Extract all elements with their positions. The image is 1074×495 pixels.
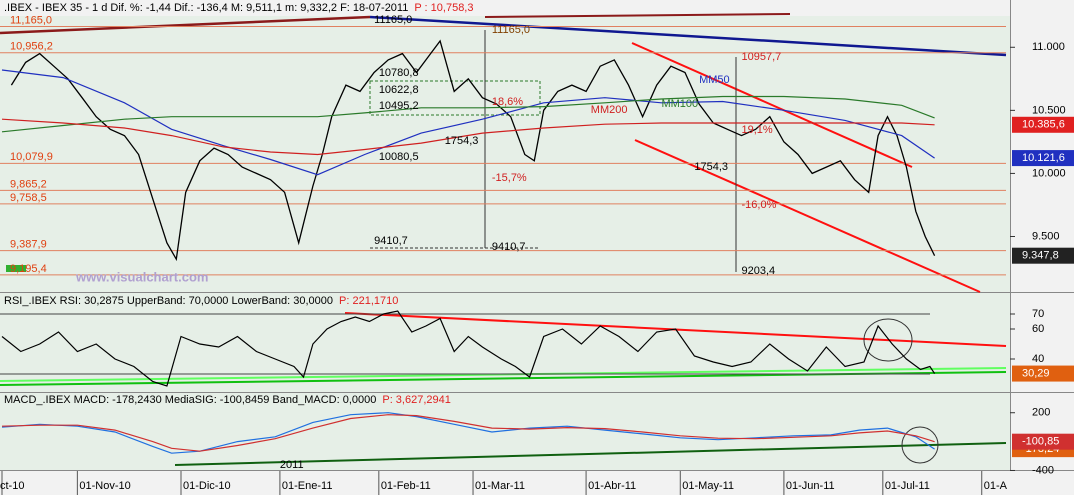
value-box	[1012, 365, 1074, 382]
annotation: 11165,0	[374, 14, 412, 26]
level-label: 9,758,5	[10, 192, 47, 204]
value-box-label: -100,85	[1022, 436, 1059, 448]
series-line	[1, 310, 936, 387]
annotation: 10957,7	[742, 51, 782, 63]
series-line	[10, 39, 936, 262]
header-price: P: 221,1710	[339, 295, 398, 307]
series-line	[1, 118, 935, 156]
header-price: P: 3,627,2941	[382, 394, 451, 406]
value-box	[1012, 116, 1074, 133]
y-tick-label: 10.500	[1032, 104, 1066, 116]
trend-line	[484, 13, 791, 18]
trend-line	[369, 15, 1007, 57]
y-tick-label: 60	[1032, 323, 1044, 335]
trend-line	[634, 139, 981, 293]
trend-line	[631, 42, 913, 168]
level-label: 9,865,2	[10, 178, 47, 190]
header-text: MACD_.IBEX MACD: -178,2430 MediaSIG: -10…	[4, 394, 376, 406]
annotation: MM200	[591, 104, 628, 116]
x-tick-label: 01-A	[984, 480, 1008, 492]
x-tick-label: 01-Abr-11	[588, 480, 636, 492]
rsi-panel	[0, 293, 1010, 392]
y-tick-label: 70	[1032, 308, 1044, 320]
value-box	[1012, 247, 1074, 264]
annotation: MM100	[661, 98, 698, 110]
y-tick-label: -400	[1032, 464, 1054, 476]
header-price: P : 10,758,3	[414, 2, 473, 14]
panel-header: RSI_.IBEX RSI: 30,2875 UpperBand: 70,000…	[4, 295, 398, 307]
y-tick-label: 11.000	[1032, 41, 1065, 53]
annotation: -16,0%	[742, 199, 777, 211]
watermark: www.visualchart.com	[75, 269, 208, 284]
panel-header: .IBEX - IBEX 35 - 1 d Dif. %: -1,44 Dif.…	[4, 2, 473, 14]
fibo-box	[369, 80, 541, 116]
x-tick-label: 01-Feb-11	[381, 480, 431, 492]
trend-line	[174, 442, 1007, 466]
annotation: 1754,3	[694, 161, 728, 173]
x-tick-label: 01-Jul-11	[885, 480, 930, 492]
series-line	[1, 414, 935, 452]
annotation: 9410,7	[374, 235, 408, 247]
value-box-label: 30,29	[1022, 367, 1050, 379]
annotation: 10622,8	[379, 84, 419, 96]
x-tick-label: 01-Jun-11	[786, 480, 835, 492]
y-tick-label: 40	[1032, 353, 1044, 365]
level-label: 11,165,0	[10, 14, 52, 26]
x-tick-label: 01-Mar-11	[475, 480, 525, 492]
level-label: 9,387,9	[10, 239, 47, 251]
level-label: 10,956,2	[10, 41, 53, 53]
y-tick-label: 9.500	[1032, 230, 1060, 242]
value-box-label: 10.385,6	[1022, 119, 1065, 131]
series-line	[1, 69, 935, 176]
value-box	[1012, 433, 1074, 450]
x-tick-label: ct-10	[0, 480, 24, 492]
y-tick-label: 10.000	[1032, 167, 1066, 179]
header-text: RSI_.IBEX RSI: 30,2875 UpperBand: 70,000…	[4, 295, 333, 307]
trend-line	[0, 15, 371, 35]
series-line	[1, 95, 935, 133]
annotation: 9410,7	[492, 241, 526, 253]
y-tick-label: 200	[1032, 407, 1050, 419]
series-line	[1, 412, 935, 454]
annotation: -15,7%	[492, 172, 527, 184]
x-tick-label: 01-Dic-10	[183, 480, 231, 492]
value-box-label: 9.347,8	[1022, 250, 1059, 262]
highlight-circle	[901, 426, 939, 464]
level-label: 10,079,9	[10, 151, 53, 163]
level-label: 9,195,4	[10, 263, 47, 275]
x-tick-label: 01-Nov-10	[79, 480, 130, 492]
header-text: .IBEX - IBEX 35 - 1 d Dif. %: -1,44 Dif.…	[4, 2, 408, 14]
year-label: 2011	[280, 459, 304, 471]
highlight-circle	[863, 318, 913, 362]
annotation: 10495,2	[379, 100, 419, 112]
x-tick-label: 01-May-11	[682, 480, 734, 492]
annotation: 19,1%	[742, 124, 773, 136]
annotation: 18,6%	[492, 96, 523, 108]
annotation: 1754,3	[445, 135, 479, 147]
x-tick-label: 01-Ene-11	[282, 480, 333, 492]
annotation: MM50	[699, 74, 730, 86]
watermark-icon	[6, 265, 26, 272]
annotation: 9203,4	[742, 265, 776, 277]
annotation: 10780,8	[379, 67, 419, 79]
annotation: 10080,5	[379, 151, 419, 163]
annotation: 11165,0	[492, 24, 530, 36]
panel-header: MACD_.IBEX MACD: -178,2430 MediaSIG: -10…	[4, 394, 451, 406]
value-box-label: 10.121,6	[1022, 152, 1065, 164]
value-box	[1012, 150, 1074, 167]
